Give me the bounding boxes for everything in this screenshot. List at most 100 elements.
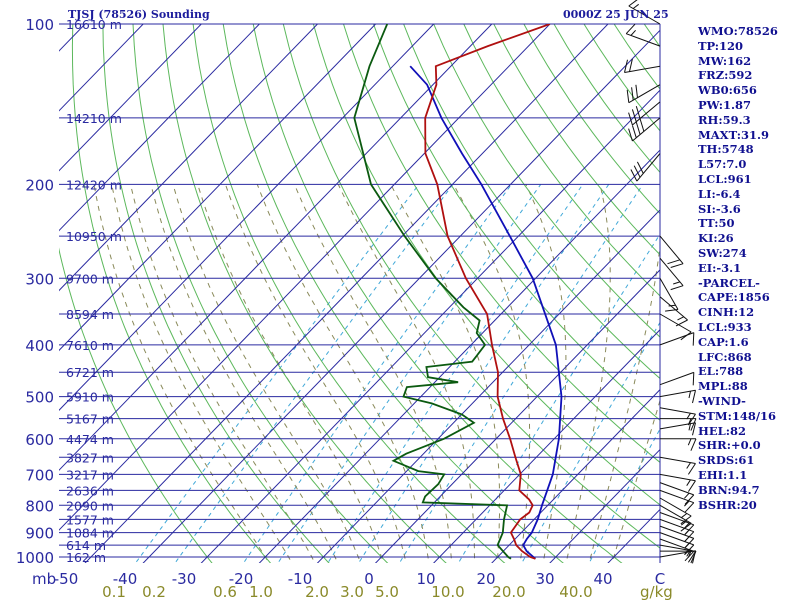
temperature-tick-label: 0 bbox=[364, 570, 374, 588]
dry-adiabat-line bbox=[403, 24, 660, 380]
wind-barb-flag bbox=[680, 515, 692, 525]
temperature-tick-label: -20 bbox=[229, 570, 254, 588]
wind-barb bbox=[659, 482, 695, 505]
wind-barb-half-flag bbox=[630, 29, 636, 36]
temperature-tick-label: 30 bbox=[535, 570, 554, 588]
sounding-indices: WMO:78526 TP:120 MW:162 FRZ:592 WB0:656 PW:1.… bbox=[698, 24, 778, 512]
dry-adiabat-line bbox=[222, 24, 564, 563]
dry-adiabat-line bbox=[343, 24, 660, 463]
index-item: L57:7.0 bbox=[698, 157, 747, 172]
wind-barb-half-flag bbox=[688, 391, 691, 399]
wind-barb-staff bbox=[659, 257, 684, 287]
station-title: TJSJ (78526) Sounding bbox=[68, 8, 210, 21]
moist-adiabat-line bbox=[525, 184, 567, 563]
isotherm-line bbox=[258, 149, 660, 563]
isotherm-line bbox=[59, 24, 376, 352]
height-label: 614 m bbox=[66, 538, 106, 553]
wind-barb-flag bbox=[690, 418, 697, 431]
wind-barb bbox=[628, 117, 661, 142]
wind-barb-staff bbox=[659, 532, 694, 546]
dry-adiabat-line bbox=[102, 24, 330, 563]
height-label: 7610 m bbox=[66, 338, 114, 353]
wind-barb-half-flag bbox=[687, 438, 692, 446]
index-item: HEL:82 bbox=[698, 423, 746, 438]
temperature-trace bbox=[424, 24, 551, 560]
height-label: 12420 m bbox=[66, 177, 122, 192]
wind-barb bbox=[659, 235, 684, 268]
index-item: MAXT:31.9 bbox=[698, 127, 769, 142]
wind-barb-flag bbox=[687, 413, 696, 426]
wind-barb-flag bbox=[629, 58, 633, 72]
wind-barb-flag bbox=[684, 524, 695, 535]
index-item: SW:274 bbox=[698, 245, 747, 260]
wind-barb-staff bbox=[659, 235, 684, 265]
wind-barb bbox=[630, 153, 661, 182]
height-label: 5167 m bbox=[66, 412, 114, 427]
moist-adiabat-line bbox=[565, 184, 611, 563]
wind-barb-staff bbox=[659, 389, 696, 398]
wind-barb-flag bbox=[624, 59, 628, 73]
index-item: MPL:88 bbox=[698, 379, 748, 394]
height-label: 2636 m bbox=[66, 483, 114, 498]
wind-barbs bbox=[624, 0, 697, 564]
wind-barb-flag bbox=[639, 118, 645, 132]
wind-barb bbox=[659, 313, 692, 341]
pressure-tick-label: 900 bbox=[25, 525, 54, 543]
index-item: -PARCEL- bbox=[698, 275, 760, 290]
wind-barb-flag bbox=[631, 109, 637, 122]
wind-barb-staff bbox=[659, 278, 679, 310]
mixing-ratio-tick-label: 0.1 bbox=[102, 583, 126, 600]
mixing-ratio-unit: g/kg bbox=[640, 583, 673, 600]
wind-barb-flag bbox=[636, 161, 644, 174]
pressure-tick-label: 500 bbox=[25, 389, 54, 407]
index-item: TH:5748 bbox=[698, 142, 754, 157]
height-label: 8594 m bbox=[66, 307, 114, 322]
wind-barb bbox=[628, 0, 661, 25]
moist-adiabat-line bbox=[390, 184, 501, 563]
wind-barb-half-flag bbox=[688, 423, 691, 431]
isotherm-line bbox=[84, 24, 609, 563]
wind-barb bbox=[659, 456, 696, 475]
wind-barb-staff bbox=[626, 33, 661, 47]
wind-barb bbox=[659, 278, 679, 312]
height-label: 3217 m bbox=[66, 467, 114, 482]
pressure-tick-label: 200 bbox=[25, 176, 54, 194]
wind-barb-half-flag bbox=[632, 3, 640, 9]
wind-barb-flag bbox=[684, 550, 695, 562]
mixing-ratio-tick-label: 3.0 bbox=[340, 583, 364, 600]
wind-barb-flag bbox=[628, 0, 638, 7]
wind-barb bbox=[659, 389, 696, 404]
wind-barb-flag bbox=[667, 259, 681, 265]
temperature-tick-label: -10 bbox=[288, 570, 313, 588]
wind-barb-flag bbox=[684, 538, 695, 549]
moist-adiabat-line bbox=[337, 184, 475, 563]
wind-barb-half-flag bbox=[668, 304, 676, 307]
index-item: CAP:1.6 bbox=[698, 334, 749, 349]
profiles bbox=[353, 24, 563, 560]
wind-barb-half-flag bbox=[673, 281, 681, 285]
index-item: EL:788 bbox=[698, 364, 744, 379]
wind-barb-half-flag bbox=[684, 500, 690, 507]
wind-barb bbox=[659, 257, 684, 291]
isotherm-line bbox=[142, 29, 660, 563]
index-item: KI:26 bbox=[698, 231, 734, 246]
wind-barb bbox=[659, 296, 688, 327]
mixing-ratio-line bbox=[134, 184, 420, 563]
index-item: SI:-3.6 bbox=[698, 201, 741, 216]
mixing-ratio-tick-label: 1.0 bbox=[249, 583, 273, 600]
wind-barb-staff bbox=[659, 538, 694, 552]
index-item: BRN:94.7 bbox=[698, 482, 760, 497]
dry-adiabat-line bbox=[433, 24, 660, 338]
pressure-unit-label: mb bbox=[32, 570, 56, 588]
isotherms bbox=[59, 24, 660, 563]
wind-barb-flag bbox=[670, 263, 684, 268]
dry-adiabat-line bbox=[373, 24, 660, 421]
wind-barb-flag bbox=[628, 128, 633, 142]
wind-barb bbox=[659, 332, 695, 346]
dry-adiabat-line bbox=[71, 24, 272, 563]
isotherm-line bbox=[316, 209, 660, 563]
mixing-ratio-line bbox=[521, 321, 660, 563]
moist-adiabat-line bbox=[611, 398, 660, 563]
